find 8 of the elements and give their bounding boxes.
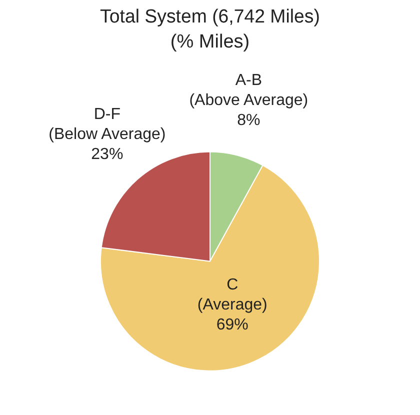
slice-label: C (Average) bbox=[197, 276, 268, 314]
data-label: 23% bbox=[91, 146, 124, 164]
chart-title: Total System (6,742 Miles) bbox=[100, 5, 320, 27]
slice-label: D-F (Below Average) bbox=[48, 106, 166, 144]
data-label: 8% bbox=[237, 112, 260, 130]
chart-subtitle: (% Miles) bbox=[170, 31, 250, 52]
slice-label: A-B (Above Average) bbox=[189, 72, 308, 110]
data-label: 69% bbox=[216, 316, 248, 334]
